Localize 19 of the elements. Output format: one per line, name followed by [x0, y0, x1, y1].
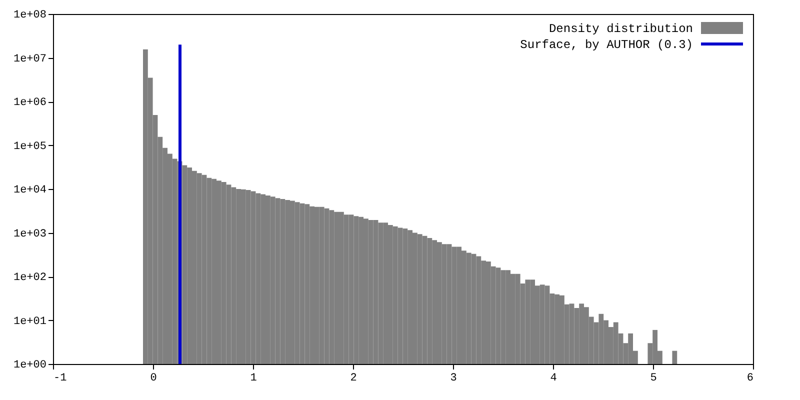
x-tick-label: 6	[746, 372, 754, 384]
x-tick-label: -1	[54, 372, 68, 384]
y-tick-label: 1e+07	[13, 53, 46, 66]
y-tick-label: 1e+01	[13, 316, 47, 328]
y-tick-label: 1e+05	[13, 140, 46, 153]
y-tick-label: 1e+02	[13, 272, 46, 284]
x-tick-label: 3	[450, 372, 457, 384]
x-tick-label: 1	[250, 372, 258, 384]
legend-label: Surface, by AUTHOR (0.3)	[520, 38, 693, 52]
x-tick-label: 4	[550, 372, 558, 384]
y-tick-label: 1e+00	[13, 360, 46, 372]
x-tick-label: 5	[650, 372, 657, 384]
y-tick-label: 1e+03	[13, 228, 46, 240]
y-tick-label: 1e+06	[13, 97, 46, 109]
y-tick-label: 1e+08	[13, 10, 46, 22]
y-tick-label: 1e+04	[13, 184, 47, 196]
legend-label: Density distribution	[548, 22, 693, 36]
x-tick-label: 0	[150, 372, 157, 384]
x-tick-label: 2	[350, 372, 357, 384]
